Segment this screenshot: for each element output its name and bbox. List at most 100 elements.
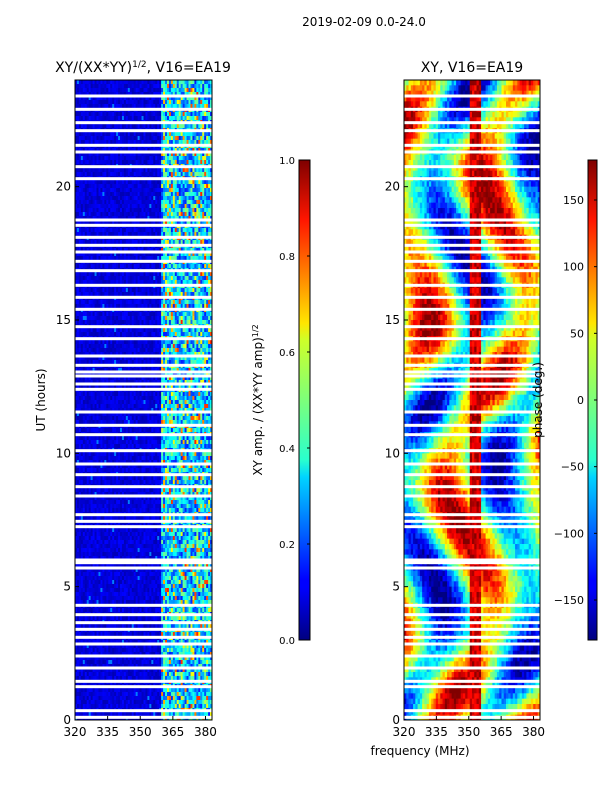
amplitude-cell — [176, 216, 180, 221]
amplitude-cell — [198, 220, 201, 225]
amplitude-cell — [102, 180, 105, 185]
amplitude-cell — [135, 212, 139, 217]
amplitude-cell — [192, 216, 195, 221]
amplitude-cell — [127, 80, 131, 85]
amplitude-cell — [143, 136, 146, 141]
amplitude-cell — [147, 180, 150, 185]
amplitude-cell — [131, 148, 135, 153]
amplitude-cell — [188, 96, 191, 101]
amplitude-cell — [118, 208, 121, 213]
amplitude-cell — [188, 208, 191, 213]
amplitude-cell — [188, 196, 191, 201]
amplitude-cell — [108, 116, 111, 121]
amplitude-cell — [153, 156, 156, 161]
amplitude-cell — [166, 88, 170, 93]
amplitude-cell — [163, 188, 166, 193]
amplitude-cell — [141, 88, 144, 93]
amplitude-cell — [92, 140, 95, 145]
amplitude-cell — [170, 148, 174, 153]
amplitude-cell — [147, 84, 150, 89]
amplitude-cell — [163, 92, 166, 97]
amplitude-cell — [135, 168, 139, 173]
amplitude-cell — [165, 188, 168, 193]
amplitude-cell — [159, 184, 162, 189]
amplitude-cell — [166, 104, 170, 109]
amplitude-cell — [75, 148, 78, 153]
amplitude-cell — [170, 212, 174, 217]
amplitude-cell — [174, 96, 178, 101]
amplitude-cell — [210, 152, 213, 157]
amplitude-cell — [84, 112, 88, 117]
amplitude-cell — [192, 84, 195, 89]
amplitude-cell — [151, 168, 154, 173]
amplitude-cell — [192, 200, 195, 205]
amplitude-cell — [110, 192, 113, 197]
amplitude-cell — [135, 196, 139, 201]
amplitude-cell — [121, 100, 125, 105]
amplitude-cell — [112, 156, 115, 161]
amplitude-cell — [180, 116, 184, 121]
amplitude-cell — [170, 140, 174, 145]
amplitude-cell — [143, 216, 146, 221]
amplitude-cell — [196, 184, 199, 189]
amplitude-cell — [170, 100, 174, 105]
amplitude-cell — [202, 196, 205, 201]
amplitude-cell — [114, 156, 117, 161]
amplitude-cell — [165, 160, 168, 165]
amplitude-cell — [120, 112, 123, 117]
amplitude-panel-title: XY/(XX*YY)1/2, V16=EA19 — [55, 60, 231, 76]
amplitude-cell — [192, 160, 195, 165]
amplitude-cell — [139, 112, 142, 117]
amplitude-cell — [94, 192, 97, 197]
amplitude-cell — [123, 104, 127, 109]
amplitude-cell — [196, 96, 199, 101]
amplitude-cell — [94, 88, 97, 93]
amplitude-cell — [149, 140, 152, 145]
amplitude-cell — [108, 172, 111, 177]
amplitude-cell — [102, 112, 105, 117]
amplitude-cell — [86, 80, 90, 85]
amplitude-cell — [188, 112, 191, 117]
amplitude-cell — [198, 84, 201, 89]
amplitude-cell — [118, 172, 121, 177]
amplitude-cell — [166, 96, 170, 101]
amplitude-cell — [139, 168, 142, 173]
amplitude-cell — [192, 88, 195, 93]
amplitude-cell — [96, 96, 99, 101]
amplitude-cell — [84, 100, 88, 105]
amplitude-cell — [186, 88, 189, 93]
amplitude-cell — [88, 92, 92, 97]
amplitude-cell — [157, 100, 160, 105]
amplitude-cell — [145, 100, 148, 105]
amplitude-cell — [112, 196, 115, 201]
amplitude-cell — [127, 188, 131, 193]
amplitude-cell — [172, 208, 176, 213]
amplitude-cell — [184, 88, 187, 93]
amplitude-cell — [206, 92, 209, 97]
amplitude-cell — [94, 160, 97, 165]
amplitude-cell — [141, 112, 144, 117]
amplitude-cell — [172, 160, 176, 165]
amplitude-cell — [188, 192, 191, 197]
amplitude-cell — [176, 100, 180, 105]
amplitude-cell — [131, 196, 135, 201]
amplitude-cell — [153, 204, 156, 209]
amplitude-cell — [163, 204, 166, 209]
amplitude-cell — [80, 152, 84, 157]
amplitude-cell — [116, 136, 119, 141]
amplitude-cell — [168, 124, 172, 129]
amplitude-cell — [131, 216, 135, 221]
amplitude-cell — [139, 196, 142, 201]
amplitude-cell — [108, 152, 111, 157]
amplitude-cell — [149, 204, 152, 209]
amplitude-cell — [123, 204, 127, 209]
amplitude-cell — [80, 156, 84, 161]
amplitude-cell — [204, 192, 207, 197]
amplitude-cell — [135, 100, 139, 105]
amplitude-cell — [106, 192, 109, 197]
amplitude-cell — [172, 112, 176, 117]
amplitude-cell — [135, 152, 139, 157]
amplitude-cell — [168, 148, 172, 153]
amplitude-cell — [194, 148, 197, 153]
amplitude-cell — [184, 116, 187, 121]
